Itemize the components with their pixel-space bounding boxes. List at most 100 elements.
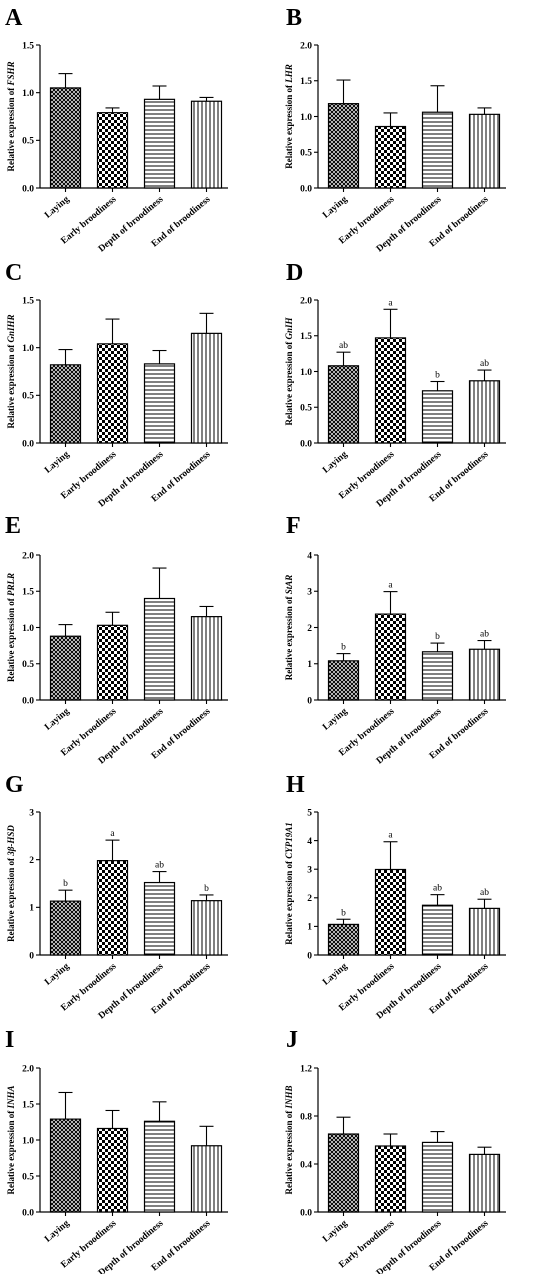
bar-depth-of-broodiness [143,881,176,956]
y-tick-label: 1.0 [22,344,34,354]
bar-laying [327,923,360,956]
bar-early-broodiness [96,112,129,189]
y-tick-label: 0.5 [300,149,312,159]
bar-end-of-broodiness [190,900,223,956]
significance-label: b [204,884,209,894]
y-axis-label-prefix: Relative expression of [6,342,16,428]
y-axis-label-gene: FSHR [6,61,16,86]
y-tick-label: 0.0 [22,696,34,706]
bar-laying [49,900,82,956]
bar-end-of-broodiness [190,100,223,189]
y-tick-label: 2.0 [22,1064,34,1074]
y-tick-label: 1.5 [22,588,34,598]
bar-early-broodiness [374,1145,407,1213]
bar-depth-of-broodiness [143,1120,176,1213]
y-tick-label: 1.0 [22,89,34,99]
x-category-label: Laying [43,706,71,732]
bar-depth-of-broodiness [421,1141,454,1213]
y-axis-label: Relative expression of GnIH [284,316,294,425]
y-tick-label: 1.5 [22,41,34,51]
significance-label: a [388,831,393,841]
bar-early-broodiness [374,613,407,701]
bar-depth-of-broodiness [421,111,454,189]
y-tick-label: 3 [29,808,34,818]
panel-f: F 0 1 2 3 4 Relative expression of StAR b Laying… [284,513,506,766]
y-axis-label-gene: 3β-HSD [6,825,16,857]
bar-laying [327,103,360,189]
bar-laying [49,87,82,189]
bar-laying [49,635,82,701]
y-tick-label: 0 [307,951,312,961]
y-tick-label: 0.0 [22,1208,34,1218]
bar-end-of-broodiness [468,380,501,444]
significance-label: ab [480,630,489,640]
y-tick-label: 0.0 [22,184,34,194]
y-tick-label: 1.0 [22,624,34,634]
y-tick-label: 1.5 [22,296,34,306]
x-category-label: Laying [43,194,71,220]
significance-label: ab [155,861,164,871]
panel-letter: I [5,1027,14,1053]
y-axis-label: Relative expression of GnIHR [6,314,16,428]
panel-a: A 0.0 0.5 1.0 1.5 Relative expression of FSHR… [5,5,228,254]
y-axis-label-prefix: Relative expression of [6,85,16,171]
y-axis-label-prefix: Relative expression of [284,83,294,169]
y-tick-label: 1 [307,660,312,670]
y-axis-label-gene: StAR [284,575,294,595]
panel-c: C 0.0 0.5 1.0 1.5 Relative expression of GnIH… [5,260,228,509]
y-tick-label: 1.0 [22,1136,34,1146]
y-tick-label: 0 [307,696,312,706]
y-tick-label: 1.5 [300,77,312,87]
y-tick-label: 0.0 [300,184,312,194]
bar-end-of-broodiness [190,332,223,444]
y-tick-label: 0.5 [300,404,312,414]
y-tick-label: 4 [307,551,312,561]
significance-label: ab [433,884,442,894]
significance-label: ab [480,888,489,898]
significance-label: a [388,298,393,308]
bar-depth-of-broodiness [143,363,176,444]
y-tick-label: 2 [307,894,312,904]
y-axis-label-gene: GnIH [284,316,294,339]
y-axis-label: Relative expression of PRLR [6,573,16,682]
y-tick-label: 0.5 [22,660,34,670]
bar-early-broodiness [96,624,129,701]
y-axis-label: Relative expression of LHR [284,64,294,169]
bar-early-broodiness [374,337,407,444]
x-category-label: Laying [43,449,71,475]
panel-b: B 0.0 0.5 1.0 1.5 2.0 Relative expression of L… [284,5,506,254]
y-tick-label: 1 [29,904,34,914]
bar-depth-of-broodiness [421,904,454,956]
bar-depth-of-broodiness [143,98,176,189]
panel-letter: H [286,772,305,798]
panel-h: H 0 1 2 3 4 5 Relative expression of CYP19A1 b La… [284,772,506,1021]
x-category-label: Laying [321,1218,349,1244]
y-axis-label-gene: GnIHR [6,314,16,342]
y-tick-label: 2.0 [300,296,312,306]
bar-early-broodiness [374,868,407,956]
panel-j: J 0.0 0.4 0.8 1.2 Relative expression of INHB… [284,1027,506,1278]
y-axis-label: Relative expression of INHB [284,1085,294,1194]
bar-depth-of-broodiness [421,390,454,444]
y-tick-label: 0.0 [300,1208,312,1218]
y-tick-label: 0.8 [300,1112,312,1122]
significance-label: b [341,908,346,918]
x-category-label: Laying [321,449,349,475]
y-tick-label: 0.5 [22,392,34,402]
bar-laying [327,660,360,701]
y-tick-label: 3 [307,588,312,598]
y-tick-label: 0.0 [22,439,34,449]
y-axis-label-prefix: Relative expression of [6,856,16,942]
panel-letter: F [286,513,301,539]
panel-letter: C [5,260,22,286]
y-tick-label: 1 [307,923,312,933]
panel-letter: G [5,772,24,798]
bar-early-broodiness [374,125,407,189]
x-category-label: Laying [321,706,349,732]
panel-letter: A [5,5,23,31]
panel-letter: B [286,5,302,31]
y-tick-label: 1.2 [300,1064,312,1074]
significance-label: b [63,879,68,889]
panel-letter: E [5,513,21,539]
